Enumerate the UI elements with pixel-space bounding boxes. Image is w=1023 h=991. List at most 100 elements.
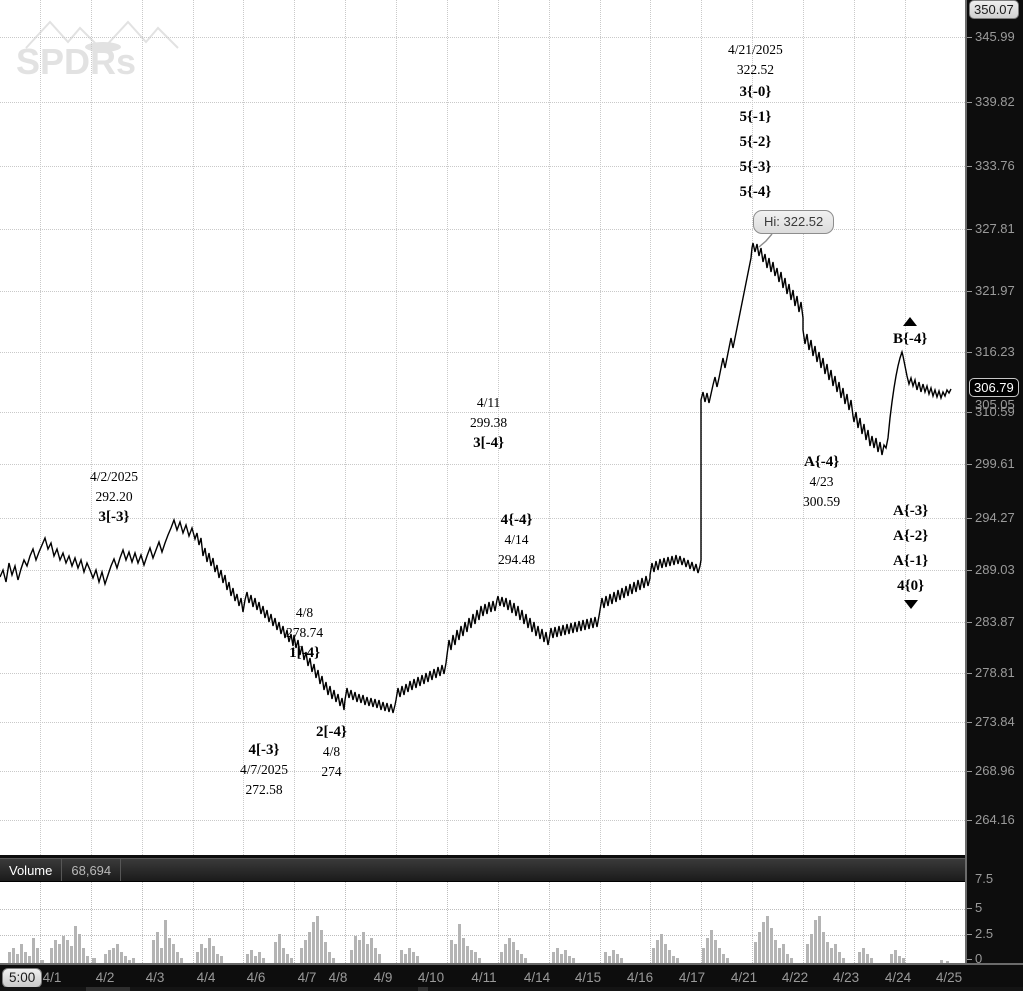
annotation-date: 4/23 (809, 474, 834, 489)
price-axis-tick: 305.05 (975, 397, 1015, 412)
annotation-price: 272.58 (245, 782, 283, 797)
price-axis-tick: 264.16 (967, 812, 1015, 827)
annotation-3-bracket-4: 4/11 299.38 3[-4} (470, 393, 507, 453)
annotation-wave-label: 5{-3} (739, 159, 772, 175)
gridline-horizontal (0, 935, 965, 936)
time-axis-tick: 4/16 (626, 970, 654, 985)
gridline-vertical (40, 882, 41, 963)
time-axis-tick: 4/22 (781, 970, 809, 985)
annotation-date: 4/7/2025 (240, 762, 289, 777)
volume-axis-tick: 0 (967, 951, 982, 966)
volume-chart-pane[interactable] (0, 882, 965, 963)
gridline-vertical (600, 882, 601, 963)
annotation-price: 274 (321, 764, 342, 779)
time-axis-tick: 4/6 (246, 970, 266, 985)
annotation-price: 322.52 (736, 62, 774, 77)
gridline-horizontal (0, 909, 965, 910)
annotation-price: 292.20 (95, 489, 133, 504)
gridline-vertical (854, 882, 855, 963)
volume-axis-tick: 7.5 (975, 871, 994, 886)
volume-header-filler (121, 859, 965, 881)
edge-wave-label: A{-2} (893, 528, 929, 544)
annotation-date: 4/8 (295, 605, 314, 620)
gridline-vertical (447, 882, 448, 963)
volume-axis[interactable]: 7.5 5 2.5 0 (965, 855, 1023, 966)
price-line-series (0, 242, 952, 714)
price-axis-tick: 345.99 (967, 29, 1015, 44)
time-axis-tick: 4/9 (373, 970, 393, 985)
price-axis-tick: 321.97 (967, 283, 1015, 298)
annotation-1-bracket-4: 4/8 278.74 1[-4} (286, 603, 323, 663)
volume-indicator-header[interactable]: Volume 68,694 (0, 858, 965, 882)
gridline-vertical (905, 882, 906, 963)
price-axis-tick: 327.81 (967, 221, 1015, 236)
time-axis-tick: 4/10 (417, 970, 445, 985)
price-axis-tick: 299.61 (967, 456, 1015, 471)
annotation-a-brace-4: A{-4} 4/23 300.59 (803, 452, 840, 512)
gridline-vertical (701, 882, 702, 963)
annotation-wave-label: 3{-0} (739, 84, 772, 100)
volume-label[interactable]: Volume (0, 859, 63, 881)
edge-wave-label: A{-1} (893, 553, 929, 569)
annotation-2-bracket-4: 2[-4} 4/8 274 (316, 722, 347, 782)
annotation-date: 4/8 (322, 744, 341, 759)
time-axis-tick: 4/2 (95, 970, 115, 985)
annotation-3-bracket-3: 4/2/2025 292.20 3[-3} (90, 467, 138, 527)
annotation-wave-label: A{-4} (803, 454, 840, 470)
annotation-price: 278.74 (286, 625, 324, 640)
high-price-tooltip[interactable]: Hi: 322.52 (753, 210, 835, 234)
annotation-wave-label: 5{-4} (739, 184, 772, 200)
gridline-vertical (193, 882, 194, 963)
price-chart-pane[interactable]: SPDRs (0, 0, 965, 855)
price-axis-tick: 289.03 (967, 562, 1015, 577)
gridline-vertical (650, 882, 651, 963)
triangle-up-icon (903, 317, 918, 326)
annotation-wave-label: 4{-4} (500, 512, 533, 528)
time-axis-tick: 4/14 (523, 970, 551, 985)
time-axis-tick: 4/23 (832, 970, 860, 985)
time-axis-tick: 4/17 (678, 970, 706, 985)
gridline-vertical (243, 882, 244, 963)
annotation-date: 4/21/2025 (728, 42, 783, 57)
price-axis-tick: 268.96 (967, 763, 1015, 778)
price-axis-tick: 278.81 (967, 665, 1015, 680)
gridline-vertical (396, 882, 397, 963)
time-axis-tick: 4/8 (328, 970, 348, 985)
edge-wave-label: 4{0} (897, 578, 924, 594)
gridline-vertical (294, 882, 295, 963)
annotation-wave-label: 3[-3} (98, 509, 130, 525)
price-axis[interactable]: 350.07 345.99 339.82 333.76 327.81 321.9… (965, 0, 1023, 855)
annotation-price: 294.48 (498, 552, 536, 567)
time-axis-tick: 4/11 (471, 970, 497, 985)
annotation-peak-cluster: 4/21/2025 322.52 3{-0} 5{-1} 5{-2} 5{-3}… (728, 40, 783, 205)
edge-label-lower-targets: A{-3} A{-2} A{-1} 4{0} (893, 499, 928, 610)
time-axis[interactable]: 5:00 4/1 4/2 4/3 4/4 4/6 4/7 4/8 4/9 4/1… (0, 963, 1023, 991)
volume-value: 68,694 (62, 859, 122, 881)
time-axis-tick: 4/3 (145, 970, 165, 985)
current-price-pill: 306.79 (969, 378, 1019, 397)
annotation-wave-label: 2[-4} (316, 724, 347, 740)
price-axis-tick: 316.23 (967, 344, 1015, 359)
annotation-price: 300.59 (803, 494, 841, 509)
triangle-down-icon (903, 600, 918, 609)
annotation-4-brace-4: 4{-4} 4/14 294.48 (498, 510, 535, 570)
time-axis-tick: 4/7 (297, 970, 317, 985)
gridline-vertical (803, 882, 804, 963)
gridline-vertical (91, 882, 92, 963)
time-axis-tick: 4/1 (42, 970, 62, 985)
edge-label-upper-target: B{-4} (893, 316, 927, 352)
annotation-wave-label: 5{-2} (739, 134, 772, 150)
gridline-vertical (142, 882, 143, 963)
annotation-date: 4/11 (476, 395, 501, 410)
price-axis-tick: 283.87 (967, 614, 1015, 629)
annotation-wave-label: 1[-4} (289, 645, 321, 661)
gridline-vertical (752, 882, 753, 963)
gridline-vertical (549, 882, 550, 963)
annotation-4-bracket-3: 4[-3} 4/7/2025 272.58 (240, 740, 288, 800)
volume-bar-series (8, 916, 949, 963)
current-time-pill: 5:00 (2, 968, 43, 988)
annotation-price: 299.38 (470, 415, 508, 430)
annotation-wave-label: 4[-3} (248, 742, 280, 758)
price-axis-tick: 333.76 (967, 158, 1015, 173)
